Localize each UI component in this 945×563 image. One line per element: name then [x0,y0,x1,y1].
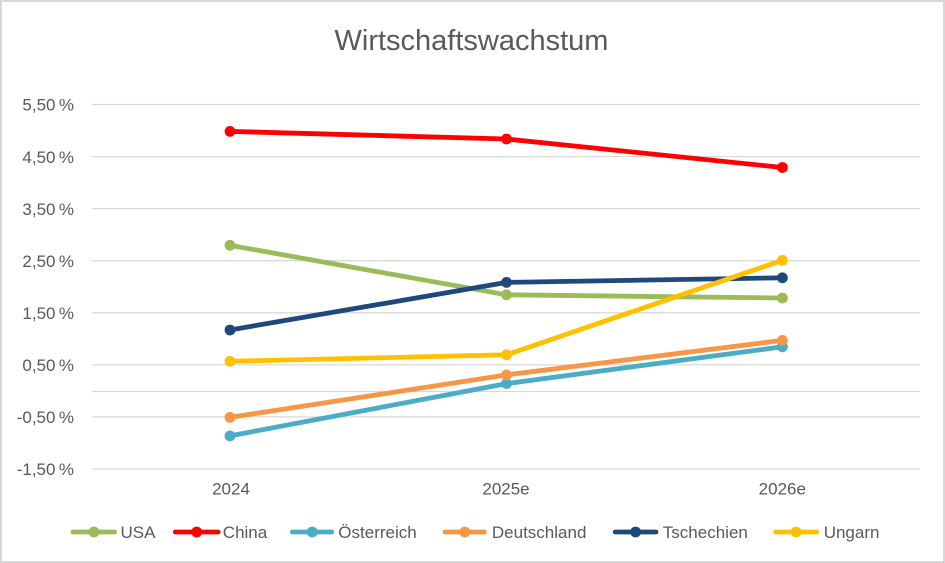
svg-text:2025e: 2025e [482,479,529,498]
svg-text:4,50 %: 4,50 % [22,148,74,167]
svg-text:3,50 %: 3,50 % [22,200,74,219]
svg-text:1,50 %: 1,50 % [22,304,74,323]
svg-text:0,50 %: 0,50 % [22,356,74,375]
svg-text:Wirtschaftswachstum: Wirtschaftswachstum [335,25,609,57]
svg-text:2026e: 2026e [759,479,806,498]
svg-text:2024: 2024 [212,479,250,498]
svg-text:China: China [223,523,268,542]
svg-text:Österreich: Österreich [338,523,416,542]
svg-text:Deutschland: Deutschland [492,523,587,542]
svg-text:Ungarn: Ungarn [824,523,880,542]
svg-text:2,50 %: 2,50 % [22,252,74,271]
svg-text:USA: USA [121,523,157,542]
svg-text:-0,50 %: -0,50 % [17,408,74,427]
svg-text:5,50 %: 5,50 % [22,96,74,115]
svg-text:-1,50 %: -1,50 % [17,460,74,479]
svg-text:Tschechien: Tschechien [663,523,748,542]
